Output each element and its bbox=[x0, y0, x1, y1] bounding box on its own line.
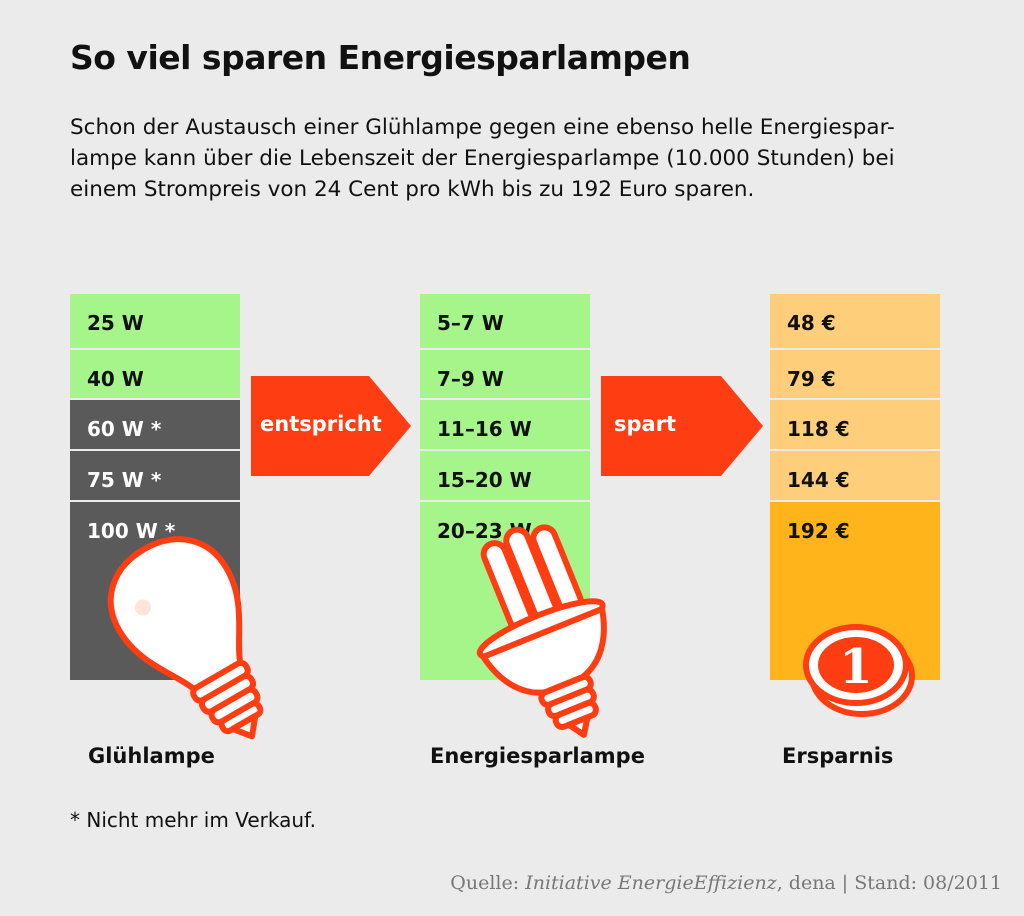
column-label-ersparnis: Ersparnis bbox=[782, 744, 894, 768]
arrow-spart bbox=[601, 376, 763, 476]
arrow-entspricht bbox=[251, 376, 411, 476]
arrow-label-spart: spart bbox=[614, 412, 677, 436]
cell-ersparnis-144: 144 € bbox=[770, 451, 940, 500]
cell-esl-11-16w: 11–16 W bbox=[420, 400, 590, 449]
intro-line: einem Strompreis von 24 Cent pro kWh bis… bbox=[70, 177, 755, 202]
column-label-gluehlampe: Glühlampe bbox=[88, 744, 215, 768]
source-org: Initiative EnergieEffizienz bbox=[525, 872, 777, 894]
cell-esl-15-20w: 15–20 W bbox=[420, 451, 590, 500]
cell-gluehlampe-60w: 60 W * bbox=[70, 400, 240, 449]
energy-saving-lamp-icon bbox=[476, 524, 607, 738]
source-prefix: Quelle: bbox=[450, 872, 526, 894]
euro-coin-icon: 1 bbox=[803, 624, 915, 717]
cell-gluehlampe-25w: 25 W bbox=[70, 294, 240, 348]
cell-ersparnis-118: 118 € bbox=[770, 400, 940, 449]
page-title: So viel sparen Energiesparlampen bbox=[70, 38, 691, 77]
footnote: * Nicht mehr im Verkauf. bbox=[70, 808, 316, 832]
cell-ersparnis-79: 79 € bbox=[770, 350, 940, 398]
intro-text: Schon der Austausch einer Glühlampe gege… bbox=[70, 112, 970, 205]
light-bulb-icon bbox=[107, 536, 264, 740]
coin-label: 1 bbox=[839, 639, 872, 695]
source-suffix: , dena | Stand: 08/2011 bbox=[776, 872, 1002, 894]
arrow-label-entspricht: entspricht bbox=[260, 412, 382, 436]
column-label-energiesparlampe: Energiesparlampe bbox=[430, 744, 645, 768]
cell-gluehlampe-75w: 75 W * bbox=[70, 451, 240, 500]
intro-line: lampe kann über die Lebenszeit der Energ… bbox=[70, 146, 895, 171]
cell-esl-5-7w: 5–7 W bbox=[420, 294, 590, 348]
cell-esl-7-9w: 7–9 W bbox=[420, 350, 590, 398]
cell-ersparnis-48: 48 € bbox=[770, 294, 940, 348]
intro-line: Schon der Austausch einer Glühlampe gege… bbox=[70, 115, 895, 140]
source-credit: Quelle: Initiative EnergieEffizienz, den… bbox=[450, 872, 1002, 894]
cell-gluehlampe-40w: 40 W bbox=[70, 350, 240, 398]
